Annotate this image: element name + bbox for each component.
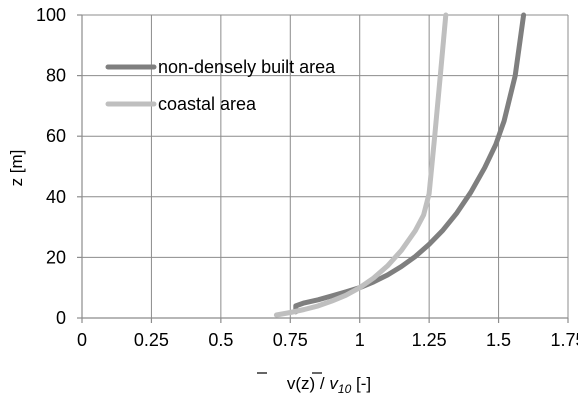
x-axis-title-numerator: v (287, 374, 296, 393)
grid-lines (82, 14, 569, 318)
x-tick-label: 0.75 (273, 330, 308, 350)
x-tick-label: 1.5 (486, 330, 511, 350)
x-tick-label: 1 (355, 330, 365, 350)
x-tick-label: 1.25 (412, 330, 447, 350)
tick-labels: 0 0.25 0.5 0.75 1 1.25 1.5 1.75 0 20 40 60 80 100 (36, 5, 578, 350)
series-line-1 (293, 12, 527, 315)
y-tick-label: 100 (36, 5, 66, 25)
legend: non-densely built area coastal area (105, 57, 336, 114)
y-tick-label: 0 (56, 308, 66, 328)
y-tick-label: 40 (46, 187, 66, 207)
x-tick-label: 1.75 (550, 330, 578, 350)
series-line-2 (273, 12, 449, 318)
x-axis-title-unit: [-] (351, 374, 371, 393)
legend-label-1: non-densely built area (158, 57, 336, 77)
plot-axes (77, 14, 569, 323)
y-tick-label: 80 (46, 66, 66, 86)
data-series (273, 12, 527, 318)
x-tick-label: 0.5 (208, 330, 233, 350)
x-tick-label: 0.25 (134, 330, 169, 350)
x-axis-title: v(z) / v10 [-] (287, 374, 371, 396)
x-axis-title-denominator: v (329, 374, 339, 393)
x-axis-title-numerator-arg: (z) / (295, 374, 329, 393)
y-tick-label: 60 (46, 126, 66, 146)
x-axis-title-subscript: 10 (338, 382, 352, 396)
legend-label-2: coastal area (158, 94, 257, 114)
y-axis-title: z [m] (7, 150, 26, 187)
x-tick-label: 0 (77, 330, 87, 350)
y-tick-label: 20 (46, 247, 66, 267)
